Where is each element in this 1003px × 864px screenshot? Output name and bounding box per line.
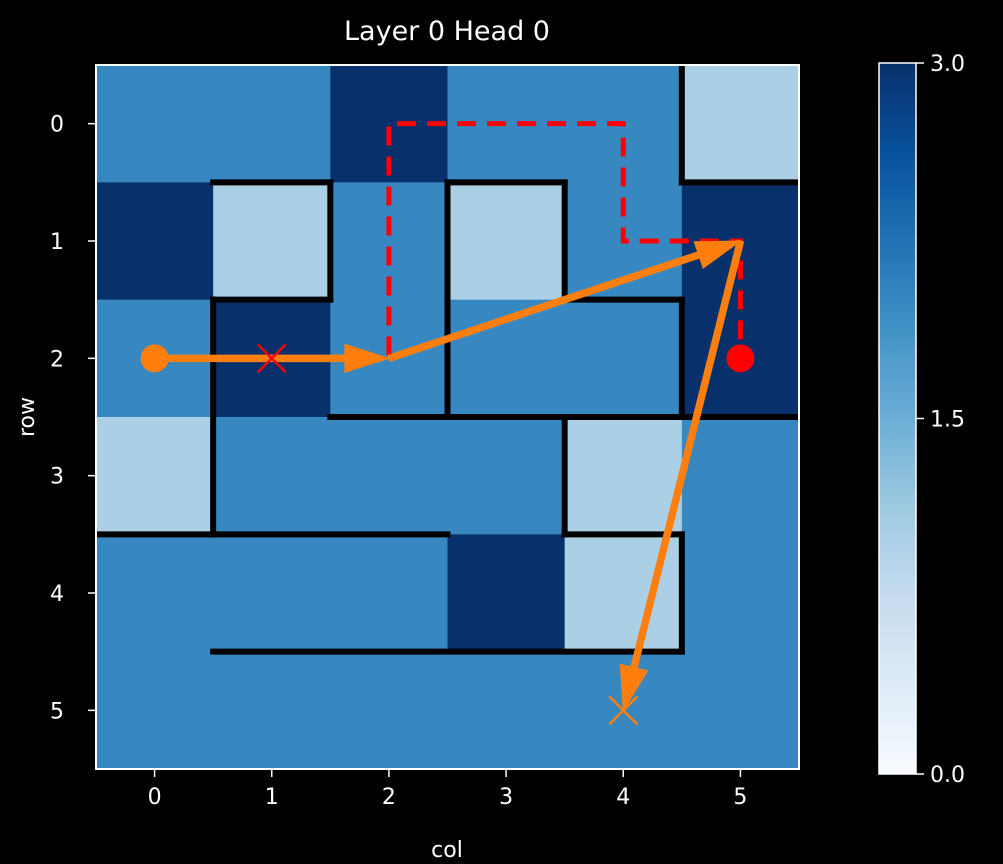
heatmap-cell	[330, 651, 448, 770]
x-tick-label: 5	[733, 785, 747, 810]
heatmap-cell	[96, 182, 214, 301]
heatmap-cell	[330, 417, 448, 535]
heatmap-cell	[213, 182, 331, 301]
y-tick-label: 1	[50, 230, 64, 255]
heatmap-cell	[213, 651, 331, 770]
x-marker	[256, 343, 287, 374]
heatmap-cell	[447, 651, 566, 770]
colorbar-tick-label: 1.5	[930, 408, 965, 433]
attention-arrow	[387, 240, 742, 363]
heatmap-cell	[681, 417, 800, 535]
heatmap-cell	[564, 417, 683, 535]
y-tick-label: 0	[50, 113, 64, 138]
maze-walls	[96, 65, 799, 655]
x-tick-label: 4	[616, 785, 630, 810]
colorbar-gradient	[878, 62, 917, 775]
y-tick-label: 2	[50, 347, 64, 372]
heatmap-cell	[681, 534, 800, 653]
x-tick-label: 1	[265, 785, 279, 810]
heatmap-cell	[564, 299, 683, 418]
heatmap-cell	[96, 651, 214, 770]
x-tick-label: 2	[382, 785, 396, 810]
circle-marker	[726, 344, 755, 373]
colorbar-tick-label: 3.0	[930, 52, 965, 77]
circle-marker	[140, 344, 169, 373]
heatmap-cell	[213, 65, 331, 183]
attention-arrow	[619, 239, 745, 712]
heatmap-cell	[213, 534, 331, 653]
heatmap-cell	[447, 534, 566, 653]
heatmap-cell	[681, 65, 800, 183]
heatmap-cell	[330, 534, 448, 653]
heatmap-cell	[681, 651, 800, 770]
y-tick-label: 3	[50, 465, 64, 490]
colorbar-tick-label: 0.0	[930, 763, 965, 788]
x-tick-label: 0	[148, 785, 162, 810]
markers	[140, 343, 755, 726]
heatmap-cell	[96, 65, 214, 183]
colorbar-ticks: 0.0 1.5 3.0	[916, 52, 965, 788]
heatmap-cell	[447, 417, 566, 535]
y-axis: 0 1 2 3 4 5	[50, 113, 96, 724]
x-axis: 0 1 2 3 4 5	[148, 769, 747, 810]
y-tick-label: 5	[50, 699, 64, 724]
colorbar: 0.0 1.5 3.0	[878, 52, 965, 788]
heatmap-cell	[213, 417, 331, 535]
y-axis-label: row	[15, 397, 40, 437]
y-tick-label: 4	[50, 582, 64, 607]
chart-title: Layer 0 Head 0	[344, 16, 550, 47]
x-tick-label: 3	[499, 785, 513, 810]
plot-frame	[95, 64, 800, 770]
heatmap-cell	[96, 534, 214, 653]
x-marker	[608, 695, 639, 726]
heatmap-cell	[447, 182, 566, 301]
heatmap-cell	[96, 417, 214, 535]
x-axis-label: col	[431, 838, 463, 863]
